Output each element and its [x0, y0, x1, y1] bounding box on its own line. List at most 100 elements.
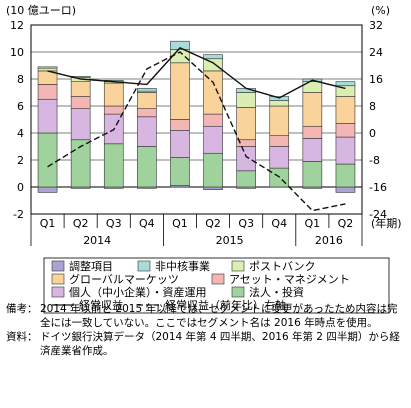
legend-label: 経常収益（前年比）右軸 — [165, 298, 286, 312]
legend-swatch — [51, 286, 65, 298]
bar-segment — [170, 62, 190, 120]
x-tick-label: Q1 — [172, 217, 188, 230]
y-right-tick-label: 32 — [369, 19, 383, 32]
bar-segment — [203, 113, 223, 127]
legend-frame — [43, 257, 390, 314]
bar-segment — [236, 146, 256, 172]
legend-label: 個人（中小企業）・資産運用 — [69, 285, 207, 299]
y-right-tick-label: -24 — [369, 208, 387, 221]
y-left-tick-label: 10 — [10, 46, 24, 59]
y-left-tick-label: 4 — [17, 127, 24, 140]
bar-segment — [203, 186, 223, 190]
legend-swatch — [211, 273, 225, 285]
year-label: 2016 — [315, 234, 343, 247]
bar-segment — [236, 92, 256, 108]
bar-segment — [203, 58, 223, 72]
bar-segment — [170, 130, 190, 158]
note-bikou-label: 備考： — [6, 303, 38, 315]
y-right-unit: (%) — [371, 4, 390, 17]
bar-segment — [170, 119, 190, 131]
bar-segment — [37, 186, 58, 193]
legend-swatch — [51, 260, 65, 272]
x-tick-label: Q1 — [305, 217, 321, 230]
bar-segment — [269, 135, 290, 147]
y-left-tick-label: 0 — [17, 181, 24, 194]
bar-segment — [137, 88, 157, 92]
bar-segment — [137, 146, 157, 188]
x-tick-label: Q4 — [271, 217, 287, 230]
x-unit: (年期) — [371, 216, 402, 230]
bar-segment — [103, 143, 124, 188]
y-left-tick-label: 2 — [17, 154, 24, 167]
bar-segment — [269, 146, 290, 169]
legend-label: 法人・投資 — [249, 285, 304, 299]
revenue-line — [47, 47, 346, 99]
bar-segment — [335, 96, 356, 124]
legend-label: グローバルマーケッツ — [69, 272, 179, 286]
bar-segment — [70, 108, 91, 141]
y-right-tick-label: 16 — [369, 73, 383, 86]
y-left-tick-label: 12 — [10, 19, 24, 32]
note-shiryou-text: ドイツ銀行決算データ（2014 年第 4 四半期、2016 年第 2 四半期）か… — [40, 331, 400, 357]
legend-label: 非中核事業 — [155, 259, 210, 273]
x-tick-label: Q4 — [139, 217, 155, 230]
bar-segment — [37, 84, 58, 100]
bar-segment — [203, 152, 223, 188]
bar-segment — [137, 116, 157, 147]
bar-segment — [103, 82, 124, 107]
bar-segment — [335, 186, 356, 193]
bar-segment — [335, 163, 356, 188]
y-left-tick-label: -2 — [13, 208, 24, 221]
bar-segment — [236, 107, 256, 141]
bar-segment — [302, 161, 323, 188]
bar-segment — [37, 67, 58, 72]
bar-segment — [70, 96, 91, 110]
note-shiryou: 資料： ドイツ銀行決算データ（2014 年第 4 四半期、2016 年第 2 四… — [6, 330, 406, 358]
bar-segment — [203, 70, 223, 115]
chart-bars — [37, 40, 356, 193]
notes-section: 備考： 2014 年以前と 2015 年以降では、セグメントに変更があったため内… — [6, 302, 406, 358]
note-shiryou-label: 資料： — [6, 331, 38, 343]
bar-segment — [302, 138, 323, 162]
bar-segment — [170, 40, 190, 50]
y-right-tick-label: 0 — [369, 127, 376, 140]
yoy-line — [47, 51, 346, 212]
x-tick-label: Q3 — [106, 217, 122, 230]
legend-swatch — [231, 286, 245, 298]
x-tick-label: Q3 — [238, 217, 254, 230]
legend-label: アセット・マネジメント — [229, 273, 350, 286]
bar-segment — [335, 123, 356, 138]
legend-label: ポストバンク — [249, 260, 316, 273]
x-tick-label: Q1 — [40, 217, 56, 230]
note-bikou: 備考： 2014 年以前と 2015 年以降では、セグメントに変更があったため内… — [6, 302, 406, 330]
y-left-tick-label: 6 — [17, 100, 24, 113]
bar-segment — [70, 81, 91, 97]
bar-segment — [236, 170, 256, 188]
bar-segment — [302, 125, 323, 139]
bar-segment — [335, 81, 356, 87]
legend-swatch — [51, 273, 65, 285]
bar-segment — [269, 100, 290, 107]
bar-segment — [269, 105, 290, 137]
bar-segment — [137, 92, 157, 110]
bar-segment — [37, 98, 58, 134]
legend-label: 調整項目 — [69, 259, 113, 273]
x-tick-label: Q2 — [205, 217, 221, 230]
legend-swatch — [231, 260, 245, 272]
x-tick-label: Q2 — [73, 217, 89, 230]
year-label: 2014 — [83, 234, 111, 247]
bar-segment — [103, 105, 124, 115]
bar-segment — [170, 157, 190, 186]
y-right-tick-label: 8 — [369, 100, 376, 113]
bar-segment — [37, 66, 58, 69]
y-right-tick-label: 24 — [369, 46, 383, 59]
y-left-unit: (10 億ユーロ) — [6, 4, 76, 17]
bar-segment — [203, 54, 223, 60]
note-bikou-text: 2014 年以前と 2015 年以降では、セグメントに変更があったため内容は完全… — [40, 303, 398, 329]
year-label: 2015 — [216, 234, 244, 247]
bar-segment — [203, 125, 223, 154]
bar-segment — [37, 132, 58, 188]
bar-segment — [335, 136, 356, 165]
chart-lines — [47, 47, 346, 212]
